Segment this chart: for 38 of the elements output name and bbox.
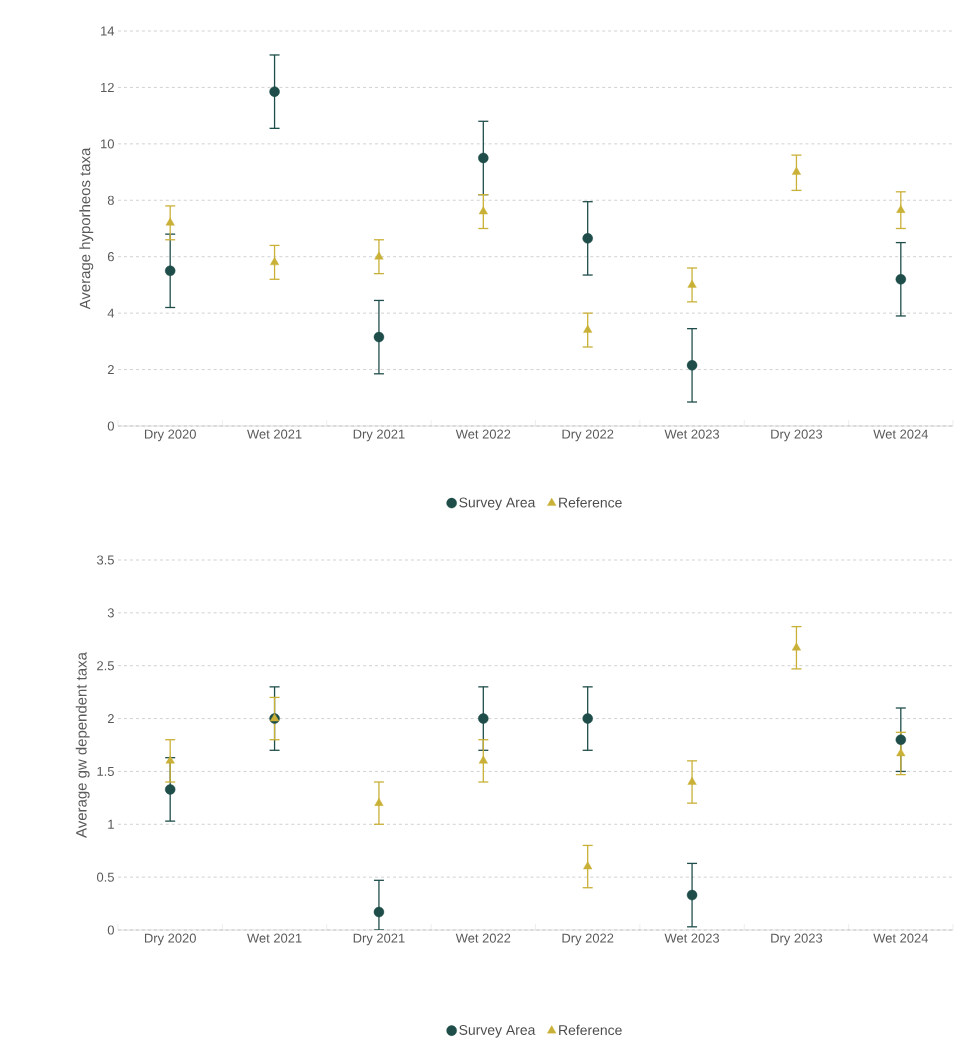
x-tick-label: Dry 2023 — [771, 429, 823, 442]
x-tick-label: Dry 2021 — [353, 933, 405, 946]
legend-label: Survey Area — [459, 1025, 536, 1038]
y-tick-label: 0 — [107, 925, 114, 935]
x-tick-label: Dry 2020 — [144, 933, 196, 946]
x-tick-label: Wet 2024 — [873, 933, 929, 943]
y-axis-title: Average hyporheos taxa — [79, 147, 94, 310]
legend-label: Reference — [559, 497, 622, 508]
y-tick-label: 0.5 — [96, 872, 114, 882]
y-tick-label: 2.5 — [97, 661, 114, 671]
y-tick-label: 6 — [107, 252, 114, 262]
y-tick-label: 4 — [107, 308, 115, 318]
x-tick-label: Dry 2021 — [353, 429, 405, 442]
x-tick-label: Dry 2020 — [144, 429, 196, 442]
y-tick-label: 10 — [101, 139, 114, 149]
x-tick-label: Wet 2021 — [247, 933, 302, 943]
x-tick-label: Wet 2023 — [664, 933, 720, 943]
y-tick-label: 14 — [101, 26, 115, 36]
x-tick-label: Wet 2023 — [664, 429, 720, 439]
x-tick-label: Wet 2022 — [455, 429, 511, 439]
legend-label: Survey Area — [459, 497, 536, 511]
x-tick-label: Dry 2023 — [771, 933, 823, 946]
x-tick-label: Wet 2024 — [873, 429, 929, 439]
x-tick-label: Wet 2022 — [455, 933, 511, 943]
x-tick-label: Wet 2021 — [247, 429, 302, 439]
y-tick-label: 1.5 — [97, 766, 114, 776]
y-tick-label: 2 — [107, 365, 114, 375]
y-tick-label: 8 — [107, 195, 114, 205]
y-tick-label: 3.5 — [96, 555, 114, 565]
x-tick-label: Dry 2022 — [562, 933, 614, 946]
x-tick-label: Dry 2022 — [562, 429, 614, 442]
y-tick-label: 0 — [107, 421, 114, 431]
y-tick-label: 2 — [107, 714, 114, 724]
legend-label: Reference — [559, 1024, 622, 1036]
y-tick-label: 1 — [108, 819, 114, 829]
y-tick-label: 3 — [107, 608, 114, 618]
y-axis-title: Average gw dependent taxa — [75, 652, 90, 838]
y-tick-label: 12 — [101, 82, 114, 92]
